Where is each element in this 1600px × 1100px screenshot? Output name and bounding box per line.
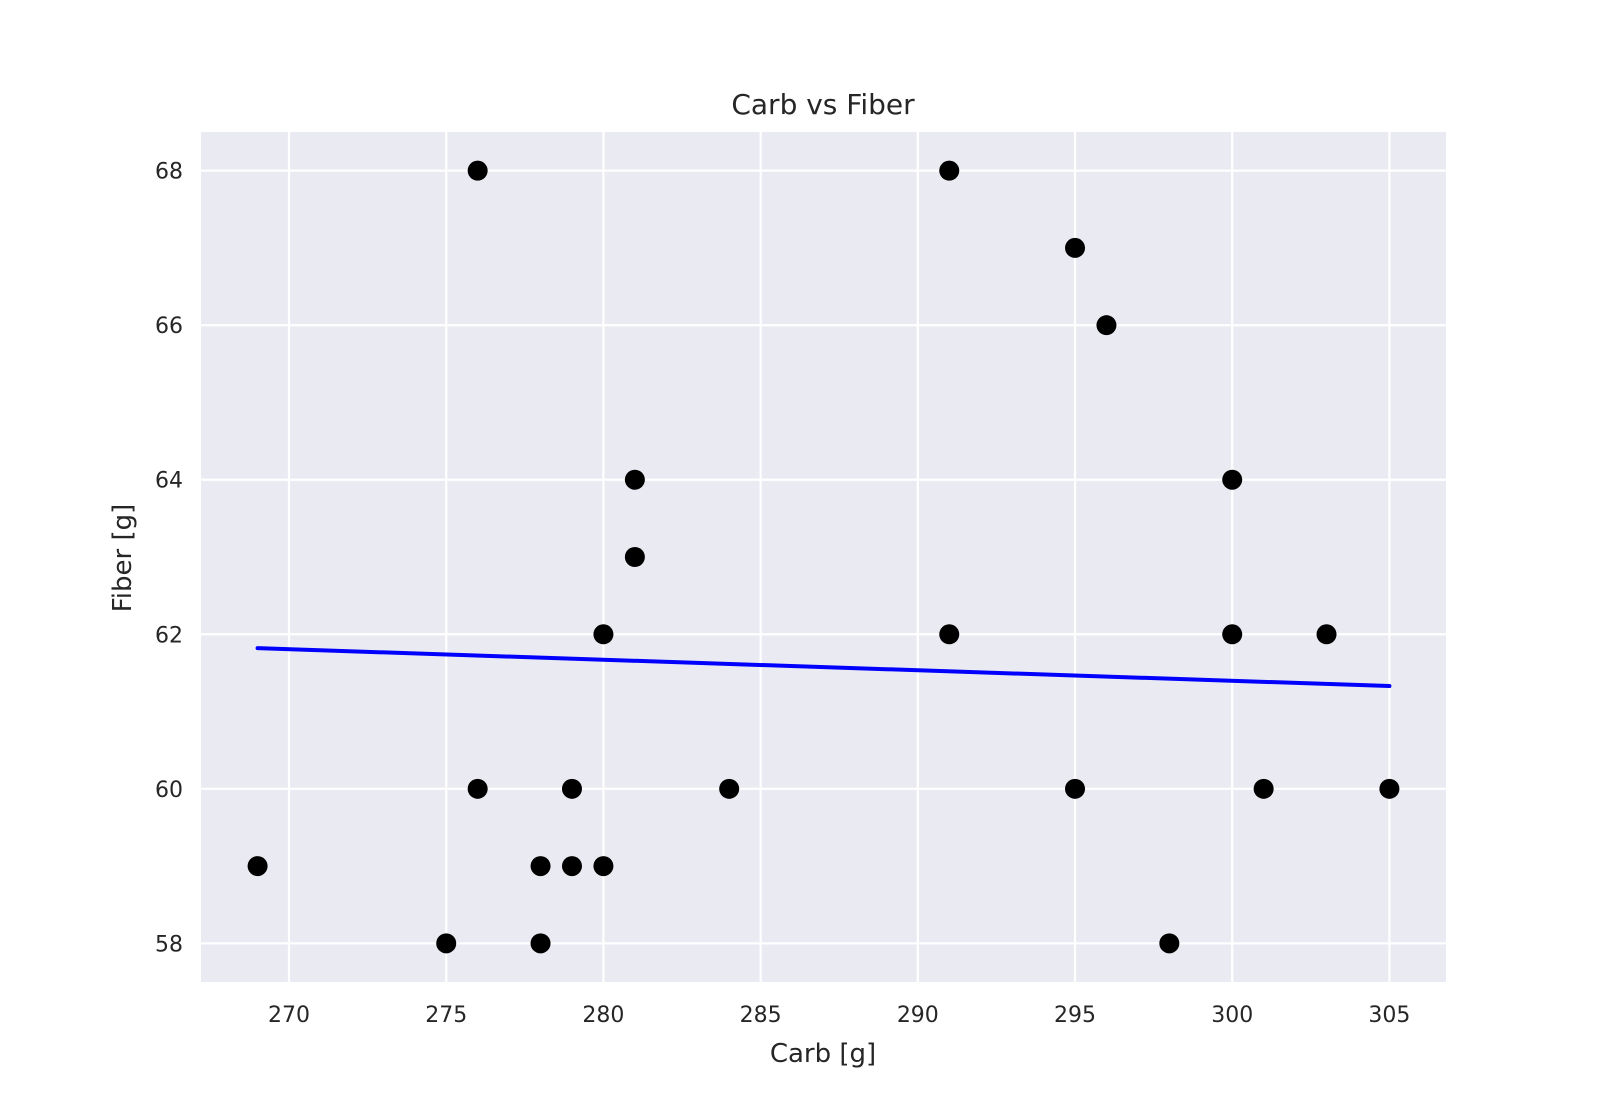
data-point [1253, 778, 1274, 799]
trend-line-group [255, 646, 1392, 689]
y-tick-label: 62 [155, 623, 183, 648]
x-axis-label: Carb [g] [770, 1039, 876, 1069]
y-tick-label: 60 [155, 778, 183, 803]
data-point [719, 778, 740, 799]
data-point [624, 469, 645, 490]
data-point [1316, 624, 1337, 645]
data-point [1065, 237, 1086, 258]
data-point [624, 547, 645, 567]
x-tick-label: 305 [1368, 1003, 1410, 1028]
data-point [436, 933, 457, 954]
x-tick-label: 300 [1211, 1003, 1253, 1028]
data-point [561, 778, 582, 799]
plot-area [201, 132, 1446, 982]
data-point [1379, 778, 1400, 799]
x-tick-label: 280 [582, 1003, 624, 1028]
y-axis-ticks: 58 60 62 64 66 68 [155, 160, 183, 958]
y-tick-label: 68 [155, 160, 183, 185]
data-point [1222, 624, 1243, 645]
chart-title: Carb vs Fiber [731, 88, 915, 121]
x-tick-label: 270 [268, 1003, 310, 1028]
data-point [1096, 315, 1117, 336]
grid-lines [201, 132, 1446, 982]
x-tick-label: 295 [1054, 1003, 1096, 1028]
y-tick-label: 66 [155, 314, 183, 339]
data-point [1159, 933, 1180, 954]
x-tick-label: 285 [740, 1003, 782, 1028]
y-tick-label: 58 [155, 932, 183, 957]
data-point [939, 624, 960, 645]
y-axis-label: Fiber [g] [108, 504, 138, 613]
data-point [467, 778, 488, 799]
data-point [561, 856, 582, 877]
data-point [1222, 469, 1243, 490]
x-tick-label: 275 [425, 1003, 467, 1028]
data-point [247, 856, 268, 877]
data-point [939, 160, 960, 181]
trend-line [255, 646, 1392, 689]
data-point [530, 933, 551, 954]
data-point [530, 856, 551, 877]
data-point [593, 624, 614, 645]
data-point [1065, 778, 1086, 799]
data-point [593, 856, 614, 877]
data-point [467, 160, 488, 181]
y-tick-label: 64 [155, 469, 183, 494]
data-points [247, 160, 1400, 954]
x-axis-ticks: 270 275 280 285 290 295 300 305 [268, 1003, 1410, 1028]
x-tick-label: 290 [897, 1003, 939, 1028]
